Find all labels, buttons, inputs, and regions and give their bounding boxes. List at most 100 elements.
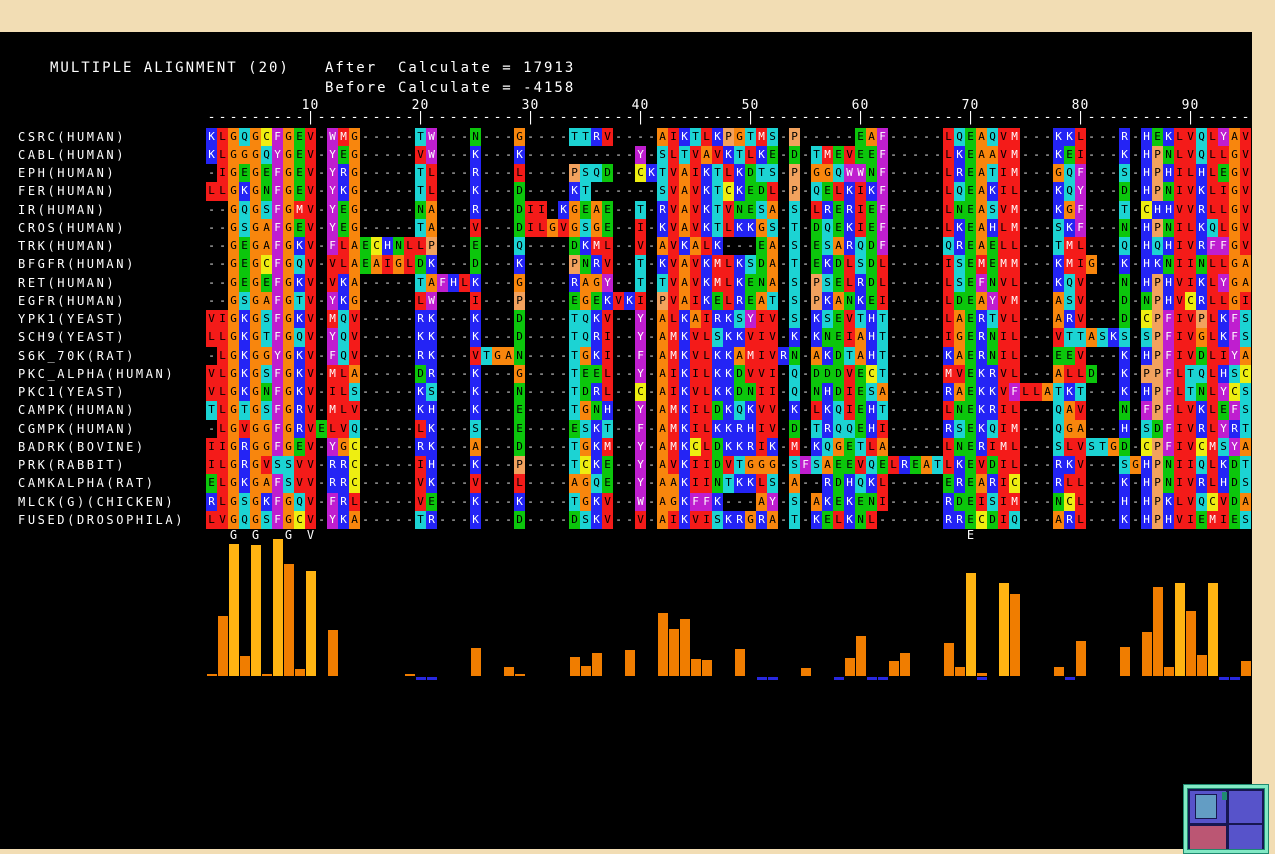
residue-cell[interactable]: V bbox=[206, 364, 217, 383]
residue-cell[interactable]: G bbox=[283, 328, 294, 347]
residue-cell[interactable]: K bbox=[866, 474, 877, 493]
residue-cell[interactable]: K bbox=[734, 182, 745, 201]
sequence-label[interactable]: BFGFR(HUMAN) bbox=[18, 257, 136, 272]
residue-cell[interactable]: - bbox=[910, 328, 921, 347]
residue-cell[interactable]: P bbox=[569, 255, 580, 274]
residue-cell[interactable]: K bbox=[470, 364, 481, 383]
residue-cell[interactable]: E bbox=[811, 237, 822, 256]
residue-cell[interactable]: E bbox=[745, 182, 756, 201]
residue-cell[interactable]: Q bbox=[789, 364, 800, 383]
residue-cell[interactable]: - bbox=[932, 383, 943, 402]
residue-cell[interactable]: V bbox=[998, 127, 1009, 146]
residue-cell[interactable]: V bbox=[305, 255, 316, 274]
residue-cell[interactable]: G bbox=[349, 127, 360, 146]
residue-cell[interactable]: I bbox=[855, 200, 866, 219]
residue-cell[interactable]: - bbox=[778, 182, 789, 201]
residue-cell[interactable]: - bbox=[800, 437, 811, 456]
residue-cell[interactable]: - bbox=[800, 346, 811, 365]
residue-cell[interactable]: P bbox=[1152, 401, 1163, 420]
residue-cell[interactable]: K bbox=[745, 218, 756, 237]
residue-cell[interactable]: - bbox=[1042, 328, 1053, 347]
residue-cell[interactable]: I bbox=[855, 182, 866, 201]
residue-cell[interactable]: - bbox=[921, 145, 932, 164]
residue-cell[interactable]: R bbox=[338, 456, 349, 475]
residue-cell[interactable]: G bbox=[250, 401, 261, 420]
residue-cell[interactable]: L bbox=[1174, 364, 1185, 383]
residue-cell[interactable]: R bbox=[778, 346, 789, 365]
residue-cell[interactable]: M bbox=[822, 145, 833, 164]
residue-cell[interactable]: V bbox=[602, 255, 613, 274]
residue-cell[interactable]: - bbox=[547, 273, 558, 292]
residue-cell[interactable]: R bbox=[954, 510, 965, 529]
residue-cell[interactable]: - bbox=[459, 200, 470, 219]
residue-cell[interactable]: V bbox=[305, 200, 316, 219]
residue-cell[interactable]: T bbox=[635, 200, 646, 219]
residue-cell[interactable]: V bbox=[690, 255, 701, 274]
residue-cell[interactable]: - bbox=[459, 510, 470, 529]
residue-cell[interactable]: E bbox=[965, 437, 976, 456]
residue-cell[interactable]: L bbox=[1009, 182, 1020, 201]
residue-cell[interactable]: G bbox=[228, 164, 239, 183]
residue-cell[interactable]: - bbox=[382, 510, 393, 529]
residue-cell[interactable]: G bbox=[569, 200, 580, 219]
residue-cell[interactable]: Q bbox=[1064, 273, 1075, 292]
residue-cell[interactable]: - bbox=[382, 383, 393, 402]
residue-cell[interactable]: - bbox=[404, 346, 415, 365]
residue-cell[interactable]: - bbox=[547, 346, 558, 365]
residue-cell[interactable]: K bbox=[580, 237, 591, 256]
residue-cell[interactable]: N bbox=[866, 492, 877, 511]
residue-cell[interactable]: G bbox=[283, 291, 294, 310]
residue-cell[interactable]: - bbox=[1042, 437, 1053, 456]
residue-cell[interactable]: R bbox=[327, 474, 338, 493]
residue-cell[interactable]: - bbox=[525, 383, 536, 402]
residue-cell[interactable]: F bbox=[272, 437, 283, 456]
residue-cell[interactable]: F bbox=[272, 218, 283, 237]
residue-cell[interactable]: - bbox=[646, 456, 657, 475]
residue-cell[interactable]: R bbox=[426, 364, 437, 383]
residue-cell[interactable]: - bbox=[1020, 328, 1031, 347]
residue-cell[interactable]: R bbox=[822, 200, 833, 219]
residue-cell[interactable]: R bbox=[734, 291, 745, 310]
residue-cell[interactable]: E bbox=[965, 164, 976, 183]
residue-cell[interactable]: - bbox=[404, 200, 415, 219]
residue-cell[interactable]: A bbox=[954, 346, 965, 365]
residue-cell[interactable]: D bbox=[734, 364, 745, 383]
residue-cell[interactable]: - bbox=[459, 127, 470, 146]
residue-cell[interactable]: Q bbox=[943, 237, 954, 256]
residue-cell[interactable]: Q bbox=[1053, 401, 1064, 420]
residue-cell[interactable]: - bbox=[316, 255, 327, 274]
residue-cell[interactable]: V bbox=[998, 200, 1009, 219]
residue-cell[interactable]: K bbox=[679, 364, 690, 383]
residue-cell[interactable]: - bbox=[492, 273, 503, 292]
residue-cell[interactable]: - bbox=[371, 419, 382, 438]
residue-cell[interactable]: - bbox=[1108, 127, 1119, 146]
residue-cell[interactable]: S bbox=[657, 182, 668, 201]
residue-cell[interactable]: - bbox=[1097, 291, 1108, 310]
residue-cell[interactable]: - bbox=[503, 383, 514, 402]
residue-cell[interactable]: R bbox=[1119, 127, 1130, 146]
residue-cell[interactable]: L bbox=[866, 510, 877, 529]
residue-cell[interactable]: - bbox=[404, 419, 415, 438]
residue-cell[interactable]: S bbox=[822, 273, 833, 292]
residue-cell[interactable]: G bbox=[250, 310, 261, 329]
residue-cell[interactable]: T bbox=[987, 164, 998, 183]
residue-cell[interactable]: - bbox=[316, 328, 327, 347]
residue-cell[interactable]: L bbox=[206, 328, 217, 347]
residue-cell[interactable]: L bbox=[1009, 328, 1020, 347]
residue-cell[interactable]: G bbox=[514, 273, 525, 292]
residue-cell[interactable]: R bbox=[569, 273, 580, 292]
residue-cell[interactable]: K bbox=[591, 419, 602, 438]
residue-cell[interactable]: L bbox=[1207, 182, 1218, 201]
residue-cell[interactable]: V bbox=[855, 456, 866, 475]
residue-cell[interactable]: G bbox=[228, 255, 239, 274]
residue-cell[interactable]: I bbox=[844, 328, 855, 347]
residue-cell[interactable]: F bbox=[272, 383, 283, 402]
residue-cell[interactable]: - bbox=[1031, 401, 1042, 420]
residue-cell[interactable]: - bbox=[206, 255, 217, 274]
residue-cell[interactable]: R bbox=[239, 437, 250, 456]
residue-cell[interactable]: - bbox=[316, 127, 327, 146]
residue-cell[interactable]: H bbox=[1196, 164, 1207, 183]
residue-cell[interactable]: K bbox=[822, 291, 833, 310]
residue-cell[interactable]: - bbox=[547, 510, 558, 529]
residue-cell[interactable]: M bbox=[327, 401, 338, 420]
